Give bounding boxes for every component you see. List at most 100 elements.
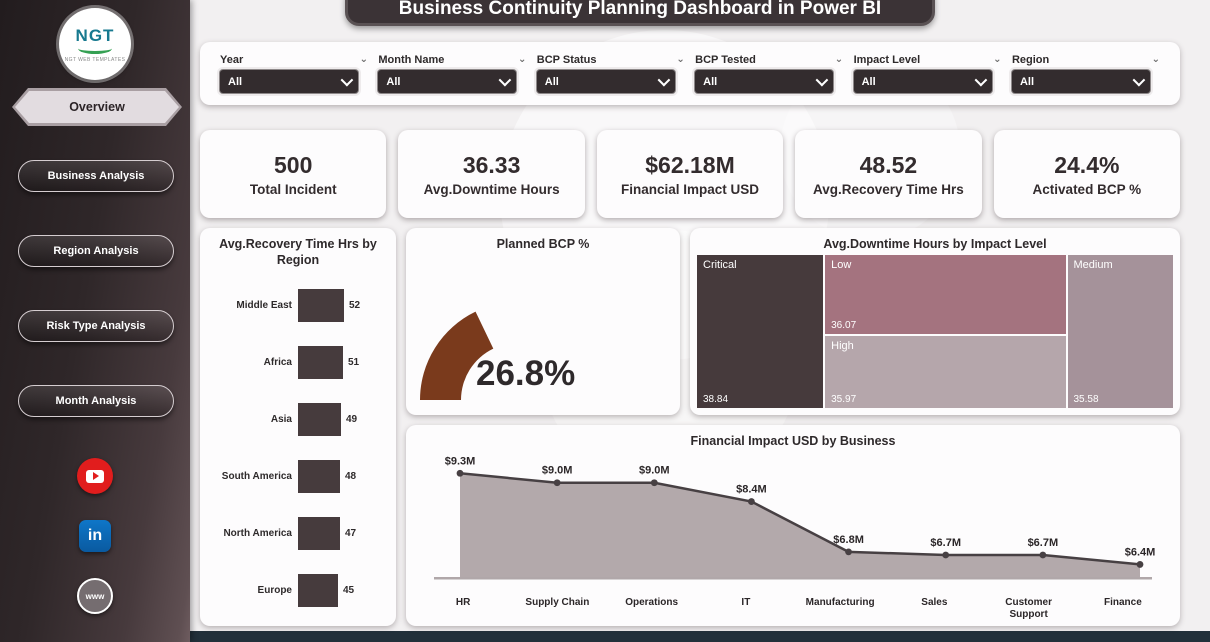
bar-category-label: North America — [223, 528, 292, 540]
data-point-manufacturing[interactable] — [845, 548, 852, 556]
filter-month-name: Month Name ⌄ All — [378, 54, 526, 93]
logo-caption: NGT WEB TEMPLATES — [64, 56, 126, 63]
page-title: Business Continuity Planning Dashboard i… — [345, 0, 935, 26]
youtube-play-icon — [86, 469, 104, 483]
collapse-chevron-icon[interactable]: ⌄ — [676, 54, 685, 65]
bar-africa[interactable] — [298, 345, 343, 379]
bar-row: Middle East 52 — [208, 286, 388, 324]
gauge-arc[interactable] — [408, 252, 638, 412]
filter-year: Year ⌄ All — [220, 54, 368, 93]
kpi-label: Avg.Downtime Hours — [423, 181, 560, 197]
website-globe-icon[interactable]: www — [77, 578, 113, 614]
bar-value-label: 52 — [349, 299, 361, 311]
filter-bcp-tested: BCP Tested ⌄ All — [695, 54, 843, 93]
kpi-value: 36.33 — [462, 151, 521, 178]
social-links: in www — [0, 458, 190, 614]
bar-asia[interactable] — [298, 402, 341, 436]
x-axis-label: Supply Chain — [525, 597, 590, 608]
filter-value: All — [1019, 75, 1035, 88]
bar-value-label: 49 — [346, 413, 358, 425]
filter-dropdown-month-name[interactable]: All — [378, 70, 517, 93]
chart-title: Planned BCP % — [496, 237, 590, 251]
treemap-cell-label: Low — [831, 259, 852, 271]
filter-value: All — [544, 75, 559, 88]
sidebar-item-risk-type-analysis[interactable]: Risk Type Analysis — [18, 310, 174, 342]
bar-row: North America 47 — [208, 515, 388, 553]
chevron-down-icon — [340, 73, 354, 87]
area-fill — [460, 473, 1140, 577]
treemap-cell-high[interactable]: High 35.97 — [825, 335, 1066, 408]
x-axis-label: Operations — [625, 597, 679, 608]
data-point-customer-support[interactable] — [1039, 551, 1047, 559]
collapse-chevron-icon[interactable]: ⌄ — [518, 54, 527, 65]
filter-label: Month Name — [378, 54, 445, 66]
filter-label: Year — [220, 54, 244, 66]
logo-text: NGT — [75, 25, 115, 45]
x-axis-label: Finance — [1103, 597, 1142, 608]
collapse-chevron-icon[interactable]: ⌄ — [1151, 54, 1160, 65]
treemap-middle-column: Low 36.07 High 35.97 — [825, 255, 1066, 408]
filter-dropdown-year[interactable]: All — [220, 70, 358, 93]
collapse-chevron-icon[interactable]: ⌄ — [834, 54, 844, 65]
bar-row: Europe 45 — [208, 572, 388, 610]
bar-europe[interactable] — [298, 574, 338, 608]
chart-title: Avg.Recovery Time Hrs by Region — [219, 237, 377, 267]
data-point-supply-chain[interactable] — [553, 479, 561, 487]
data-label: $9.0M — [639, 465, 670, 477]
gauge-value: 26.8% — [476, 354, 576, 393]
bar-north-america[interactable] — [298, 517, 340, 551]
bar-row: South America 48 — [208, 458, 388, 496]
kpi-card-avg-recovery-time-hrs: 48.52 Avg.Recovery Time Hrs — [795, 130, 982, 218]
chevron-down-icon — [974, 73, 987, 87]
kpi-value: 500 — [274, 151, 313, 178]
x-axis-labels: HR Supply Chain Operations IT Manufacturing S… — [416, 597, 1170, 620]
youtube-icon[interactable] — [77, 458, 113, 494]
treemap-cell-medium[interactable]: Medium 35.58 — [1067, 255, 1173, 408]
sidebar-item-label: Overview — [15, 91, 179, 123]
treemap-plot: Critical 38.84 Low 36.07 High 35.97 Medium 3… — [697, 255, 1173, 408]
sidebar-item-month-analysis[interactable]: Month Analysis — [18, 385, 174, 417]
sidebar-item-region-analysis[interactable]: Region Analysis — [18, 235, 174, 267]
chevron-down-icon — [1132, 73, 1146, 87]
treemap-cell-low[interactable]: Low 36.07 — [825, 255, 1066, 334]
filter-label: Impact Level — [853, 54, 921, 66]
x-axis-label: Customer Support — [1005, 597, 1052, 620]
filter-value: All — [386, 75, 401, 88]
data-point-finance[interactable] — [1136, 561, 1144, 568]
area-chart-plot[interactable]: $9.3M $9.0M $9.0M $8.4M $6.8M $6.7M $6.7M $6.4M — [416, 451, 1170, 591]
data-point-sales[interactable] — [942, 551, 950, 559]
filter-dropdown-bcp-status[interactable]: All — [536, 70, 675, 93]
kpi-label: Activated BCP % — [1032, 181, 1142, 197]
data-point-operations[interactable] — [650, 479, 658, 487]
area-line — [459, 472, 1141, 566]
data-point-hr[interactable] — [456, 469, 464, 477]
bar-value-label: 48 — [345, 471, 357, 483]
collapse-chevron-icon[interactable]: ⌄ — [993, 54, 1002, 65]
collapse-chevron-icon[interactable]: ⌄ — [359, 54, 368, 65]
bar-south-america[interactable] — [298, 460, 340, 494]
chart-title: Financial Impact USD by Business — [690, 434, 896, 448]
treemap-cell-value: 35.58 — [1073, 394, 1099, 405]
bar-middle-east[interactable] — [298, 288, 344, 322]
filter-dropdown-bcp-tested[interactable]: All — [695, 70, 834, 93]
data-label: $8.4M — [736, 484, 767, 496]
bar-row: Asia 49 — [208, 400, 388, 438]
data-point-it[interactable] — [748, 498, 755, 505]
sidebar-item-overview[interactable]: Overview — [12, 88, 182, 126]
sidebar-item-business-analysis[interactable]: Business Analysis — [18, 160, 174, 192]
treemap-cell-critical[interactable]: Critical 38.84 — [697, 255, 824, 408]
downtime-treemap: Avg.Downtime Hours by Impact Level Criti… — [690, 228, 1180, 415]
x-axis-label: HR — [455, 597, 471, 608]
kpi-card-activated-bcp-: 24.4% Activated BCP % — [993, 130, 1181, 218]
chart-title: Avg.Downtime Hours by Impact Level — [823, 237, 1047, 251]
filter-dropdown-impact-level[interactable]: All — [853, 70, 992, 93]
page-title-text: Business Continuity Planning Dashboard i… — [398, 0, 882, 19]
linkedin-icon[interactable]: in — [79, 520, 111, 552]
sidebar: NGT NGT WEB TEMPLATES Overview Business A… — [0, 0, 190, 642]
filter-impact-level: Impact Level ⌄ All — [853, 54, 1002, 93]
bar-row: Africa 51 — [208, 343, 388, 381]
x-axis-label: Manufacturing — [805, 597, 875, 608]
filter-dropdown-region[interactable]: All — [1011, 70, 1150, 93]
chevron-down-icon — [657, 73, 671, 87]
treemap-cell-value: 38.84 — [703, 394, 729, 405]
